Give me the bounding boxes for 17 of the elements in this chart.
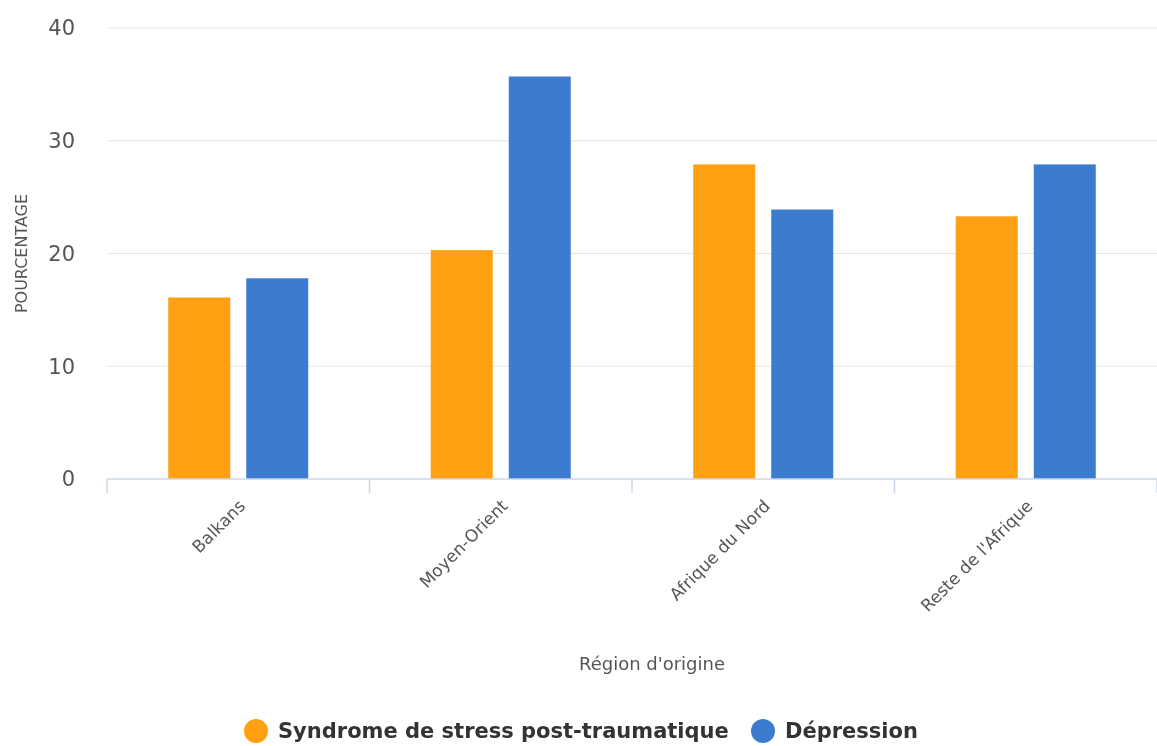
bar	[693, 164, 756, 479]
y-tick-label: 10	[48, 354, 75, 379]
y-tick-label: 0	[61, 467, 75, 492]
y-axis-title: POURCENTAGE	[12, 193, 31, 314]
bar	[430, 250, 493, 479]
bar	[246, 278, 309, 479]
y-tick-label: 40	[48, 16, 75, 41]
y-tick-label: 30	[48, 129, 75, 154]
x-axis-title: Région d'origine	[578, 653, 726, 674]
bar	[168, 297, 231, 479]
bar	[1033, 164, 1096, 479]
bar	[955, 216, 1018, 479]
legend-label: Syndrome de stress post-traumatique	[278, 719, 729, 744]
bar	[508, 76, 571, 479]
bar	[771, 209, 834, 479]
legend-label: Dépression	[785, 719, 918, 744]
y-tick-label: 20	[48, 241, 75, 266]
